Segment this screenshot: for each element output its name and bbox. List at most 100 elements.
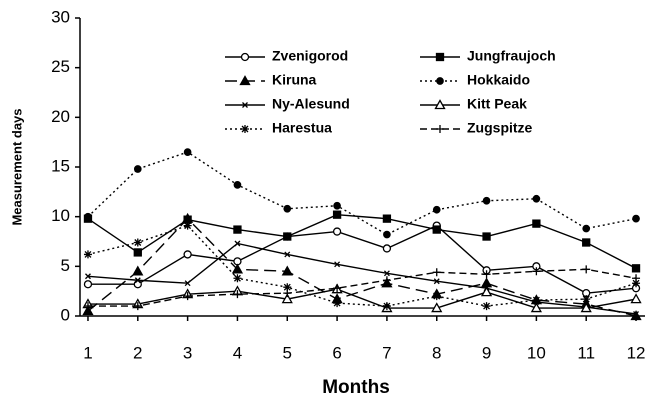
marker-part [241, 125, 249, 133]
marker-part [133, 238, 142, 247]
marker-part [480, 277, 493, 288]
marker-part [283, 204, 292, 213]
legend-label: Kiruna [272, 72, 317, 88]
marker-part [132, 265, 144, 276]
marker [133, 302, 142, 311]
marker [241, 125, 249, 133]
marker [133, 238, 142, 247]
marker-part [332, 210, 342, 219]
marker [82, 305, 94, 316]
marker-part [530, 302, 542, 313]
marker-part [239, 75, 251, 86]
marker-part [83, 250, 92, 259]
marker-part [436, 125, 444, 133]
marker [631, 264, 641, 273]
marker-part [82, 305, 94, 316]
legend-label: Hokkaido [467, 72, 530, 88]
marker [480, 286, 493, 297]
marker-part [382, 276, 391, 285]
marker [482, 232, 491, 241]
marker [383, 230, 391, 239]
marker-part [582, 265, 591, 274]
x-tick-label: 2 [133, 343, 142, 362]
marker-part [333, 201, 341, 210]
marker-part [333, 284, 342, 293]
marker-part [582, 238, 591, 247]
marker-part [631, 264, 641, 273]
marker-part [482, 270, 491, 279]
marker [431, 302, 443, 313]
marker [630, 293, 642, 304]
marker-part [482, 302, 491, 311]
marker-part [134, 277, 141, 284]
marker-part [133, 302, 142, 311]
marker [382, 276, 391, 285]
marker-part [383, 230, 391, 239]
marker-part [133, 165, 142, 173]
marker [382, 244, 392, 253]
marker-part [84, 212, 92, 221]
marker-part [532, 296, 541, 305]
marker [482, 196, 491, 205]
y-tick-label: 10 [51, 206, 70, 225]
marker [83, 302, 92, 311]
marker [435, 52, 445, 62]
series-line [87, 151, 637, 236]
marker [233, 290, 242, 299]
marker [133, 280, 142, 289]
marker-part [532, 219, 541, 228]
marker [183, 250, 192, 259]
marker [83, 250, 92, 259]
legend-label: Ny-Alesund [272, 96, 350, 112]
marker-part [233, 274, 242, 283]
marker [242, 102, 248, 108]
marker-part [582, 295, 591, 304]
marker-part [83, 280, 93, 289]
marker [436, 77, 444, 85]
marker-part [382, 214, 392, 223]
marker-part [632, 214, 640, 223]
series-line [87, 213, 637, 269]
series-line [87, 224, 637, 294]
marker-part [283, 232, 292, 241]
x-tick-label: 5 [283, 343, 292, 362]
marker [433, 278, 440, 285]
marker [480, 277, 493, 288]
marker-part [532, 267, 541, 276]
marker [482, 270, 491, 279]
marker [632, 279, 641, 288]
marker [233, 181, 242, 189]
marker [234, 240, 241, 247]
y-tick-label: 25 [51, 57, 70, 76]
marker [284, 251, 291, 258]
marker [283, 204, 292, 213]
marker [432, 205, 441, 214]
marker [240, 52, 250, 62]
marker [632, 214, 640, 223]
marker [582, 295, 591, 304]
marker-part [432, 225, 441, 234]
marker [333, 201, 341, 210]
x-tick-label: 4 [233, 343, 242, 362]
marker-part [632, 279, 641, 288]
series-line [87, 217, 637, 317]
y-tick-label: 15 [51, 156, 70, 175]
marker [532, 194, 541, 203]
marker-part [482, 232, 491, 241]
x-tick-label: 6 [332, 343, 341, 362]
marker-part [431, 302, 443, 313]
marker-part [240, 52, 250, 62]
marker [532, 219, 541, 228]
marker-part [334, 261, 341, 268]
marker [432, 268, 441, 277]
marker [231, 263, 244, 274]
marker [183, 292, 192, 301]
marker-part [233, 181, 242, 189]
legend-label: Harestua [272, 120, 332, 136]
marker [582, 238, 591, 247]
marker [333, 299, 342, 308]
marker [233, 225, 242, 234]
marker [332, 210, 342, 219]
marker [85, 273, 91, 280]
